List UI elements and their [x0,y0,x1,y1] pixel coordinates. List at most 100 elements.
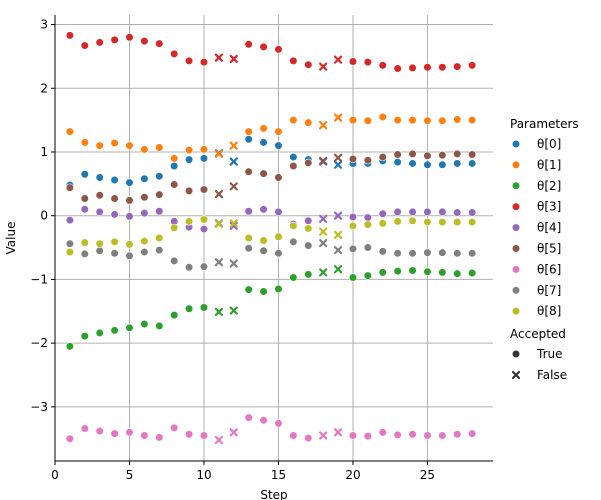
legend-label: θ[3] [537,200,561,214]
legend-style-items: True False [511,347,567,382]
data-point [95,426,104,436]
x-tick-label: 25 [420,468,435,482]
data-point [110,429,119,438]
data-point [184,186,194,195]
data-point [468,208,477,217]
data-point [184,56,194,65]
data-point [184,217,194,226]
data-point [423,160,432,169]
data-point [438,116,447,125]
data-point [468,159,477,168]
data-point [125,251,134,260]
data-point [199,215,209,224]
legend-marker [511,265,521,274]
data-point [155,143,164,152]
data-point [244,285,253,294]
data-point-rejected [319,121,328,130]
data-point [274,232,283,241]
data-point [453,430,462,439]
data-point-rejected [319,214,328,223]
data-point [468,429,477,438]
data-point [65,31,74,40]
data-point [348,431,358,440]
legend-label: θ[8] [537,304,561,318]
data-point-rejected [214,53,223,62]
data-point [140,247,149,257]
data-point [348,57,358,66]
data-point [408,159,417,168]
legend-label: θ[1] [537,158,561,172]
data-point [274,127,283,136]
data-point [438,268,447,277]
y-tick-label: −1 [30,272,48,286]
data-point [80,194,89,203]
data-point [80,138,89,147]
data-point-rejected [319,156,328,166]
data-point [80,332,89,341]
y-tick-label: −3 [30,400,48,414]
data-point-rejected [229,141,238,150]
data-point [199,154,209,163]
data-point [184,155,194,164]
data-point-rejected [229,157,238,166]
data-point-rejected [229,54,238,64]
data-point [244,40,253,49]
grid-layer [54,15,493,461]
data-point-rejected [214,149,223,158]
data-point [65,127,74,136]
data-point [453,149,462,158]
data-point [170,161,179,171]
data-point [408,207,417,216]
data-point [274,284,283,294]
legend-marker [511,307,521,316]
data-point [80,170,89,179]
data-point-rejected [319,268,328,277]
data-point [393,158,402,167]
data-point [453,115,462,124]
data-point [155,190,164,199]
data-point-rejected [214,307,223,317]
data-point [363,271,372,280]
data-point [170,223,179,232]
data-point-rejected [333,113,343,122]
legend-hue-title: Parameters [510,117,579,131]
legend-marker [511,181,521,190]
data-point [140,145,149,154]
data-point [423,151,432,160]
x-tick-label: 15 [271,468,286,482]
y-tick-label: 0 [40,209,48,223]
data-point [289,273,298,282]
data-point-rejected [319,227,328,236]
data-point [274,45,283,54]
data-point [468,150,477,159]
data-point [65,216,74,225]
data-point [468,268,477,278]
data-point [408,116,417,125]
data-point [348,116,358,125]
data-point [170,154,179,163]
data-point [363,220,372,229]
legend-marker [511,370,521,380]
data-point [140,319,149,329]
data-point [155,39,164,48]
data-point [304,270,313,279]
data-point-rejected [214,219,223,229]
data-point [95,141,104,150]
data-point-rejected [229,219,238,228]
data-point [289,161,298,171]
data-point [289,152,298,162]
data-point [140,174,149,183]
data-point [155,246,164,255]
data-point [199,303,209,312]
data-point-rejected [229,182,238,191]
data-point [438,248,447,257]
data-point [348,244,358,253]
data-point [110,35,119,44]
data-point [125,323,134,332]
data-point [95,38,104,47]
data-point [170,180,179,189]
data-point [304,241,313,250]
data-point [140,193,149,202]
points-layer [65,31,477,445]
